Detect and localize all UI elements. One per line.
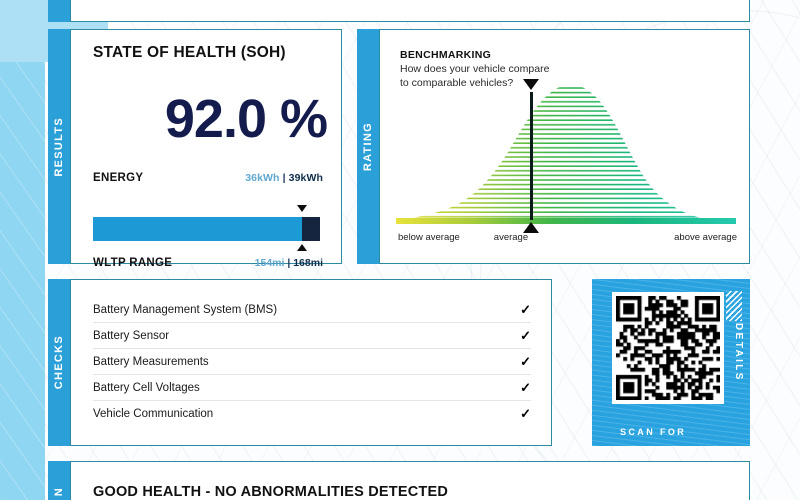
check-row: Battery Cell Voltages ✓ bbox=[93, 375, 531, 401]
sidebar-tab-rating-label: RATING bbox=[362, 121, 374, 172]
check-label: Battery Cell Voltages bbox=[93, 381, 200, 394]
axis-label-below-average: below average bbox=[398, 232, 460, 243]
sidebar-tab-bottom[interactable]: N bbox=[48, 461, 70, 500]
benchmarking-title: BENCHMARKING bbox=[400, 49, 492, 61]
soh-title: STATE OF HEALTH (SOH) bbox=[93, 44, 286, 61]
check-row: Vehicle Communication ✓ bbox=[93, 401, 531, 427]
wltp-current-value: 154mi bbox=[254, 257, 285, 269]
check-row: Battery Measurements ✓ bbox=[93, 349, 531, 375]
axis-label-average: average bbox=[493, 232, 529, 243]
benchmark-axis-labels: below average average above average bbox=[398, 232, 737, 243]
check-mark-icon: ✓ bbox=[520, 327, 531, 343]
qr-details-label: DETAILS bbox=[733, 323, 744, 382]
qr-scan-label: SCAN FOR bbox=[620, 427, 687, 437]
check-mark-icon: ✓ bbox=[520, 379, 531, 395]
range-marker-arrow-up-icon bbox=[296, 244, 307, 251]
sidebar-tab-results[interactable]: RESULTS bbox=[48, 29, 70, 264]
panel-top-cropped bbox=[70, 0, 750, 22]
check-row: Battery Sensor ✓ bbox=[93, 323, 531, 349]
soh-value: 92.0 % bbox=[164, 89, 328, 149]
axis-label-above-average: above average bbox=[674, 232, 737, 243]
panel-benchmarking: BENCHMARKING How does your vehicle compa… bbox=[379, 29, 750, 264]
soh-progress-bar-track bbox=[93, 217, 320, 241]
sidebar-tab-rating[interactable]: RATING bbox=[357, 29, 379, 264]
wltp-total-value: 168mi bbox=[293, 257, 323, 269]
sidebar-tab-top[interactable] bbox=[48, 0, 70, 22]
energy-values: 36kWh | 39kWh bbox=[245, 172, 323, 184]
check-mark-icon: ✓ bbox=[520, 353, 531, 369]
soh-progress-bar-fill bbox=[93, 217, 302, 241]
sidebar-tab-results-label: RESULTS bbox=[53, 116, 65, 177]
energy-label: ENERGY bbox=[93, 172, 144, 184]
check-row: Battery Management System (BMS) ✓ bbox=[93, 297, 531, 323]
sidebar-tab-checks[interactable]: CHECKS bbox=[48, 279, 70, 446]
qr-hatch-decoration-icon bbox=[726, 291, 742, 321]
energy-current-value: 36kWh bbox=[245, 172, 280, 184]
check-label: Battery Measurements bbox=[93, 355, 209, 368]
check-mark-icon: ✓ bbox=[520, 406, 531, 421]
benchmark-marker-line bbox=[530, 92, 533, 220]
benchmark-marker-arrow-down-icon bbox=[523, 79, 539, 90]
sidebar-tab-bottom-label: N bbox=[53, 487, 65, 497]
benchmark-distribution-chart bbox=[396, 84, 736, 225]
check-label: Vehicle Communication bbox=[93, 408, 214, 420]
sidebar-tab-checks-label: CHECKS bbox=[53, 335, 65, 390]
wltp-range-label: WLTP RANGE bbox=[93, 257, 173, 269]
checks-list: Battery Management System (BMS) ✓ Battery … bbox=[93, 297, 531, 427]
summary-title: GOOD HEALTH - NO ABNORMALITIES DETECTED bbox=[93, 484, 448, 500]
left-color-band bbox=[0, 0, 45, 500]
wltp-range-values: 154mi | 168mi bbox=[255, 257, 323, 269]
wltp-separator: | bbox=[287, 257, 291, 269]
check-label: Battery Management System (BMS) bbox=[93, 303, 278, 316]
panel-qr-code[interactable]: SCAN FOR DETAILS bbox=[592, 279, 750, 446]
qr-code-image[interactable] bbox=[612, 292, 724, 404]
energy-total-value: 39kWh bbox=[288, 172, 323, 184]
energy-marker-arrow-down-icon bbox=[296, 205, 307, 212]
energy-separator: | bbox=[282, 172, 286, 184]
benchmarking-subtitle: How does your vehicle compare to compara… bbox=[400, 63, 550, 89]
panel-checks: Battery Management System (BMS) ✓ Battery … bbox=[70, 279, 552, 446]
panel-summary: GOOD HEALTH - NO ABNORMALITIES DETECTED bbox=[70, 461, 750, 500]
check-label: Battery Sensor bbox=[93, 329, 170, 342]
panel-state-of-health: STATE OF HEALTH (SOH) 92.0 % ENERGY 36kW… bbox=[70, 29, 342, 269]
benchmark-marker-arrow-up-icon bbox=[523, 222, 539, 233]
check-mark-icon: ✓ bbox=[520, 301, 531, 317]
